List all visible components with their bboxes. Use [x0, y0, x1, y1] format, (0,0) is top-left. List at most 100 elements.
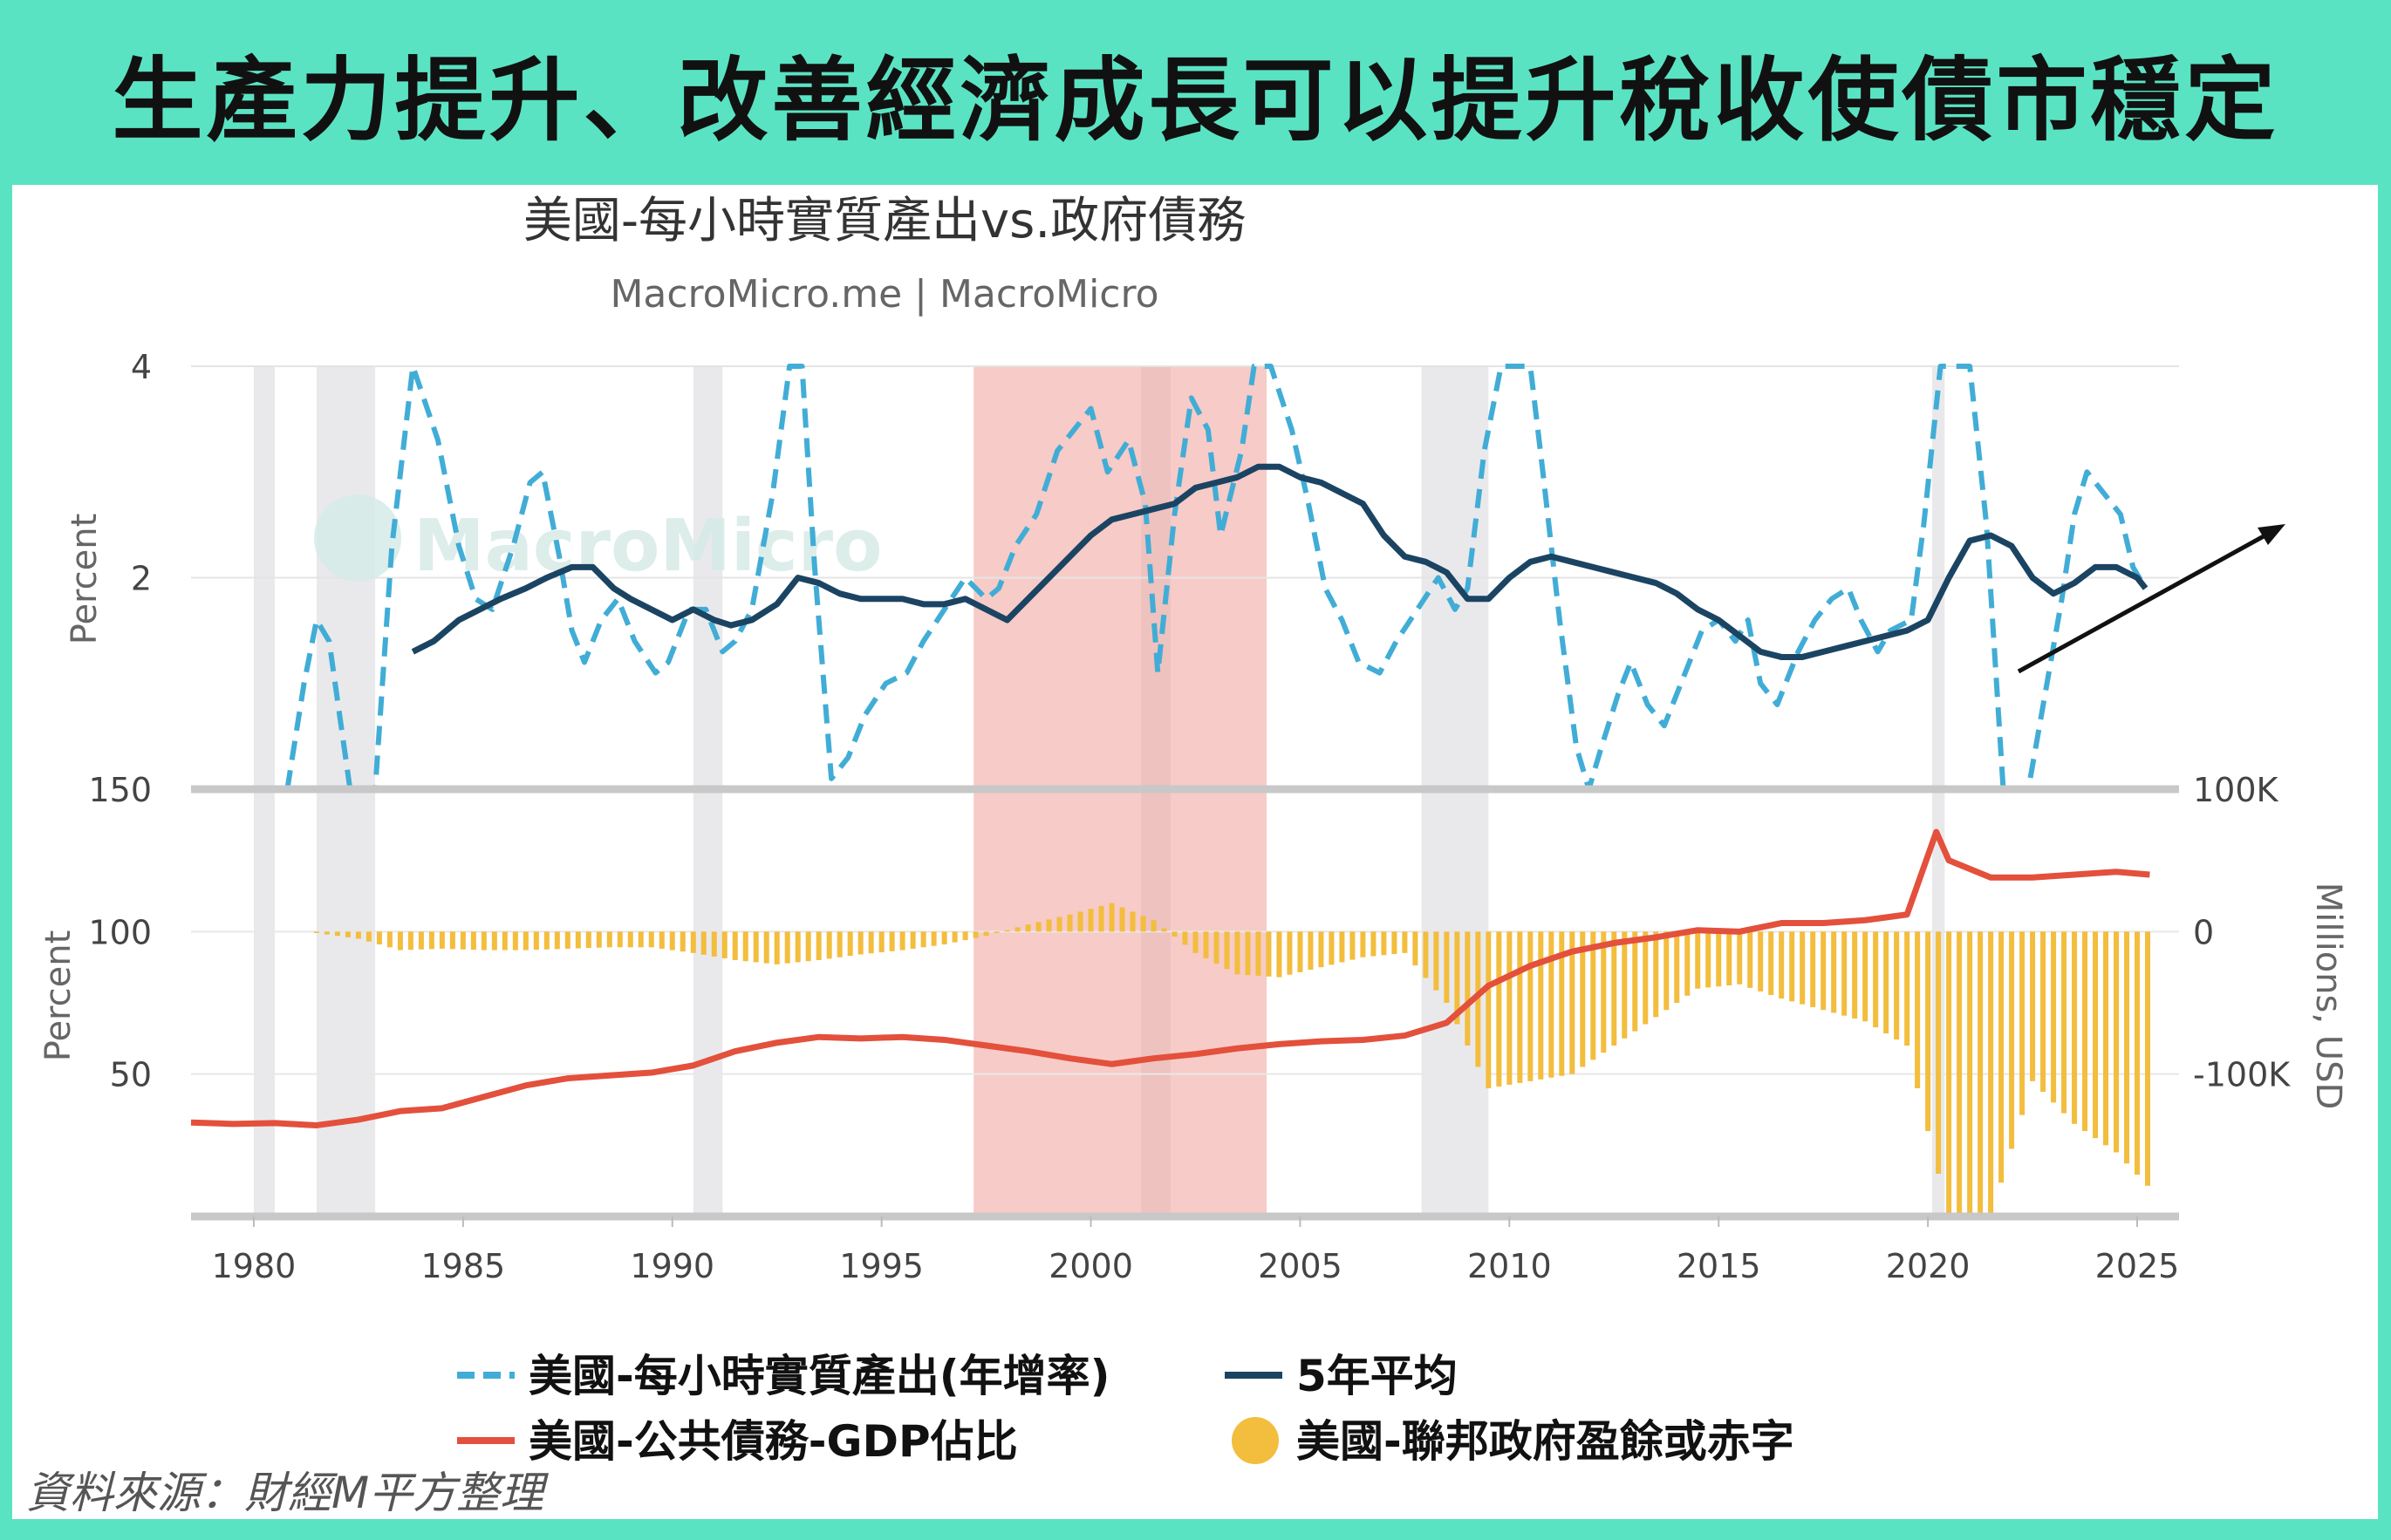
deficit-bar	[460, 931, 466, 950]
deficit-bar	[1590, 931, 1596, 1060]
deficit-bar	[648, 931, 654, 948]
deficit-bar	[1412, 931, 1418, 966]
deficit-bar	[523, 931, 529, 951]
deficit-bar	[1915, 931, 1921, 1088]
deficit-bar	[826, 931, 832, 959]
deficit-bar	[2051, 931, 2057, 1103]
deficit-bar	[1883, 931, 1889, 1034]
x-tick-label: 1980	[212, 1247, 297, 1285]
deficit-bar	[1035, 922, 1042, 932]
deficit-bar	[491, 931, 497, 951]
deficit-bar	[1402, 931, 1408, 953]
chart-title: 美國-每小時實質產出vs.政府債務	[523, 193, 1246, 249]
deficit-bar	[669, 931, 675, 951]
deficit-bar	[1821, 931, 1827, 1011]
deficit-bar	[1925, 931, 1931, 1131]
deficit-bar	[659, 931, 665, 949]
trend-arrow	[2017, 524, 2285, 674]
x-tick-label: 2000	[1049, 1247, 1133, 1285]
deficit-bar	[837, 931, 843, 957]
deficit-bar	[941, 931, 947, 945]
deficit-bar	[1716, 931, 1722, 987]
deficit-bar	[1758, 931, 1764, 991]
deficit-bar	[910, 931, 916, 949]
deficit-bar	[889, 931, 895, 951]
x-tick-label: 2010	[1467, 1247, 1552, 1285]
deficit-bar	[2061, 931, 2067, 1114]
legend-swatch-3	[1232, 1417, 1279, 1464]
deficit-bar	[920, 931, 926, 948]
deficit-bar	[1475, 931, 1481, 1067]
right-y-tick: -100K	[2193, 1056, 2291, 1094]
productivity-line	[284, 364, 2148, 792]
deficit-bar	[1496, 931, 1502, 1087]
deficit-bar	[1098, 905, 1104, 932]
deficit-bar	[994, 931, 1000, 933]
deficit-bar	[606, 931, 612, 948]
deficit-bar	[1465, 931, 1471, 1046]
grid-lines	[191, 365, 2179, 1075]
deficit-bar	[1506, 931, 1513, 1085]
deficit-bar	[596, 931, 602, 948]
deficit-bar	[784, 931, 790, 964]
x-tick-label: 2020	[1886, 1247, 1971, 1285]
deficit-bar	[554, 931, 560, 950]
deficit-bar	[1967, 931, 1973, 1216]
source-note: 資料來源：財經M平方整理	[26, 1468, 544, 1518]
deficit-bar	[2145, 931, 2151, 1186]
x-tick-label: 2015	[1677, 1247, 1761, 1285]
deficit-bar	[1444, 931, 1450, 1003]
deficit-bar	[1957, 931, 1963, 1216]
deficit-bar	[1287, 931, 1293, 975]
deficit-bar	[512, 931, 518, 951]
deficit-bar	[2072, 931, 2078, 1124]
deficit-bar	[617, 931, 623, 948]
deficit-bar	[439, 931, 445, 949]
deficit-bar	[931, 931, 937, 946]
deficit-bar	[1486, 931, 1492, 1088]
deficit-bar	[1266, 931, 1272, 977]
deficit-bar	[1025, 924, 1031, 932]
deficit-bar	[1088, 909, 1094, 932]
deficit-bar	[952, 931, 958, 943]
deficit-bar	[1255, 931, 1261, 976]
deficit-bar	[1601, 931, 1607, 1053]
deficit-bar	[1663, 931, 1670, 1011]
deficit-bar	[962, 931, 968, 941]
deficit-bar	[428, 931, 434, 950]
deficit-bar	[1329, 931, 1335, 965]
deficit-bar	[899, 931, 905, 951]
deficit-bar	[868, 931, 874, 954]
deficit-bar	[742, 931, 748, 962]
deficit-bar	[355, 931, 361, 939]
deficit-bar	[533, 931, 539, 951]
deficit-bar	[1789, 931, 1795, 1002]
deficit-bar	[1569, 931, 1575, 1074]
deficit-bar	[805, 931, 811, 962]
legend-label-3: 美國-聯邦政府盈餘或赤字	[1296, 1416, 1794, 1467]
deficit-bar	[1077, 911, 1083, 932]
deficit-bar	[1936, 931, 1942, 1174]
deficit-bar	[1527, 931, 1534, 1081]
deficit-bar	[543, 931, 550, 950]
deficit-bar	[324, 931, 330, 935]
deficit-bar	[1276, 931, 1282, 978]
deficit-bar	[449, 931, 455, 950]
deficit-bar	[1653, 931, 1659, 1018]
deficit-bar	[1862, 931, 1868, 1022]
deficit-bar	[1423, 931, 1429, 978]
deficit-bar	[1580, 931, 1586, 1067]
deficit-bar	[1768, 931, 1774, 996]
deficit-bar	[1454, 931, 1460, 1025]
deficit-bar	[1119, 907, 1125, 932]
chart-panel: MacroMicro 4 2 150 100 50 100K 0 -100K 1980 1985 1…	[12, 185, 2378, 1519]
deficit-bar	[2124, 931, 2130, 1164]
deficit-bar	[481, 931, 487, 951]
deficit-bar	[1318, 931, 1324, 968]
deficit-bar	[1245, 931, 1251, 976]
deficit-bar	[1852, 931, 1858, 1019]
deficit-bar	[1308, 931, 1314, 971]
x-tick-label: 1985	[421, 1247, 506, 1285]
deficit-bar	[502, 931, 508, 951]
deficit-bar	[1559, 931, 1565, 1076]
